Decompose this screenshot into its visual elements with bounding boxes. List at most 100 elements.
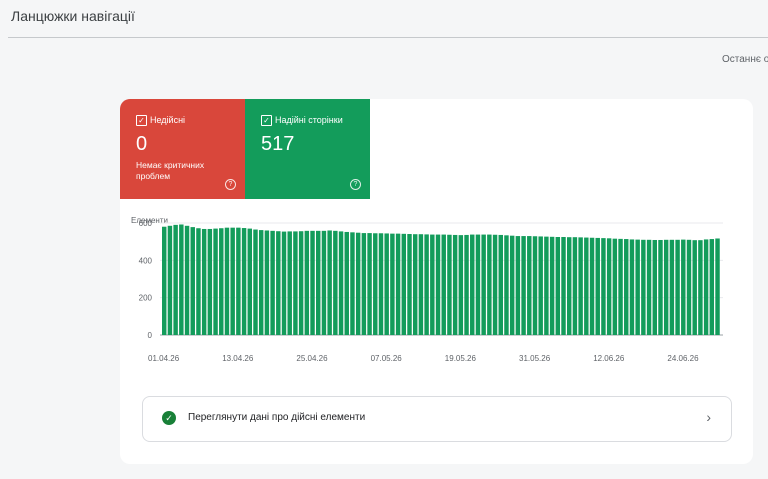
chart-bar[interactable]	[355, 232, 361, 335]
chart-bar[interactable]	[589, 237, 595, 335]
chart-bar[interactable]	[669, 239, 675, 335]
chart-bar[interactable]	[344, 231, 349, 335]
chart-bar[interactable]	[606, 238, 612, 335]
chart-bar[interactable]	[509, 235, 515, 335]
chart-bar[interactable]	[167, 225, 173, 335]
chart-bar[interactable]	[333, 230, 338, 335]
chart-bar[interactable]	[350, 232, 355, 335]
chart-bar[interactable]	[276, 231, 281, 335]
chart-bar[interactable]	[213, 228, 218, 335]
chart-bar[interactable]	[173, 224, 178, 335]
help-icon[interactable]: ?	[350, 179, 361, 190]
chart-bar[interactable]	[618, 238, 623, 335]
chart-bar[interactable]	[424, 234, 429, 335]
chart-bar[interactable]	[675, 239, 680, 335]
chart-bar[interactable]	[561, 237, 566, 335]
chart-bar[interactable]	[703, 239, 709, 335]
chart-bar[interactable]	[538, 236, 543, 335]
chart-bar[interactable]	[162, 226, 167, 335]
chart-bar[interactable]	[595, 237, 600, 335]
chart-bar[interactable]	[253, 229, 258, 335]
chart-bar[interactable]	[412, 234, 418, 335]
chart-bar[interactable]	[578, 237, 583, 335]
chart-bar[interactable]	[179, 224, 184, 335]
chart-bar[interactable]	[310, 230, 315, 335]
chart-bar[interactable]	[624, 239, 629, 335]
chart-bar[interactable]	[452, 234, 458, 335]
chart-bar[interactable]	[247, 228, 253, 335]
chart-bar[interactable]	[184, 225, 190, 335]
chart-bar[interactable]	[327, 230, 332, 335]
chart-bar[interactable]	[504, 235, 509, 335]
chart-bar[interactable]	[549, 236, 555, 335]
chart-bar[interactable]	[652, 239, 657, 335]
chart-bar[interactable]	[527, 236, 532, 335]
chart-bar[interactable]	[612, 238, 618, 335]
chart-bar[interactable]	[692, 240, 697, 335]
chart-bar[interactable]	[658, 239, 663, 335]
chart-bar[interactable]	[464, 234, 469, 335]
invalid-tile[interactable]: ✓ Недійсні 0 Немає критичних проблем ?	[120, 99, 245, 199]
chart-bar[interactable]	[367, 233, 372, 335]
chart-bar[interactable]	[373, 233, 378, 335]
chart-bar[interactable]	[378, 233, 384, 335]
chart-bar[interactable]	[361, 233, 367, 335]
chart-bar[interactable]	[338, 231, 344, 335]
chart-bar[interactable]	[566, 237, 572, 335]
chart-bar[interactable]	[492, 234, 498, 335]
chart-bar[interactable]	[219, 228, 224, 335]
chart-bar[interactable]	[264, 230, 270, 335]
chart-bar[interactable]	[435, 234, 441, 335]
chart-bar[interactable]	[686, 239, 692, 335]
chart-bar[interactable]	[270, 230, 275, 335]
chart-bar[interactable]	[481, 234, 486, 335]
chart-bar[interactable]	[475, 234, 481, 335]
valid-tile[interactable]: ✓ Надійні сторінки 517 ?	[245, 99, 370, 199]
chart-bar[interactable]	[395, 233, 401, 335]
chart-bar[interactable]	[384, 233, 389, 335]
chart-bar[interactable]	[532, 236, 538, 335]
chart-bar[interactable]	[646, 239, 652, 335]
chart-bar[interactable]	[635, 239, 640, 335]
chart-bar[interactable]	[709, 239, 715, 335]
chart-bar[interactable]	[572, 237, 578, 335]
chart-bar[interactable]	[224, 227, 230, 335]
chart-bar[interactable]	[681, 239, 686, 335]
chart-bar[interactable]	[190, 227, 195, 335]
chart-bar[interactable]	[544, 236, 549, 335]
chart-bar[interactable]	[521, 236, 526, 335]
chart-bar[interactable]	[230, 227, 235, 335]
chart-bar[interactable]	[458, 235, 464, 335]
chart-bar[interactable]	[698, 240, 703, 335]
chart-bar[interactable]	[241, 228, 247, 335]
chart-bar[interactable]	[418, 234, 424, 335]
chart-bar[interactable]	[298, 231, 304, 335]
view-valid-items-link[interactable]: ✓ Переглянути дані про дійсні елементи ›	[142, 396, 732, 442]
chart-bar[interactable]	[201, 228, 207, 335]
chart-bar[interactable]	[390, 233, 395, 335]
help-icon[interactable]: ?	[225, 179, 236, 190]
chart-bar[interactable]	[293, 231, 298, 335]
chart-bar[interactable]	[316, 230, 321, 335]
chart-bar[interactable]	[430, 234, 435, 335]
chart-bar[interactable]	[196, 228, 201, 335]
chart-bar[interactable]	[663, 239, 669, 335]
chart-bar[interactable]	[407, 234, 412, 335]
chart-bar[interactable]	[487, 234, 492, 335]
checkbox-icon[interactable]: ✓	[261, 115, 272, 126]
chart-bar[interactable]	[281, 231, 287, 335]
chart-bar[interactable]	[401, 233, 407, 335]
chart-bar[interactable]	[258, 230, 264, 335]
chart-bar[interactable]	[321, 230, 327, 335]
chart-bar[interactable]	[441, 234, 446, 335]
chart-bar[interactable]	[641, 239, 646, 335]
chart-bar[interactable]	[304, 230, 310, 335]
chart-bar[interactable]	[287, 231, 292, 335]
chart-bar[interactable]	[207, 228, 213, 335]
checkbox-icon[interactable]: ✓	[136, 115, 147, 126]
chart-bar[interactable]	[236, 227, 241, 335]
chart-bar[interactable]	[515, 236, 521, 335]
chart-bar[interactable]	[629, 239, 635, 335]
chart-bar[interactable]	[584, 237, 589, 335]
chart-bar[interactable]	[555, 237, 561, 335]
